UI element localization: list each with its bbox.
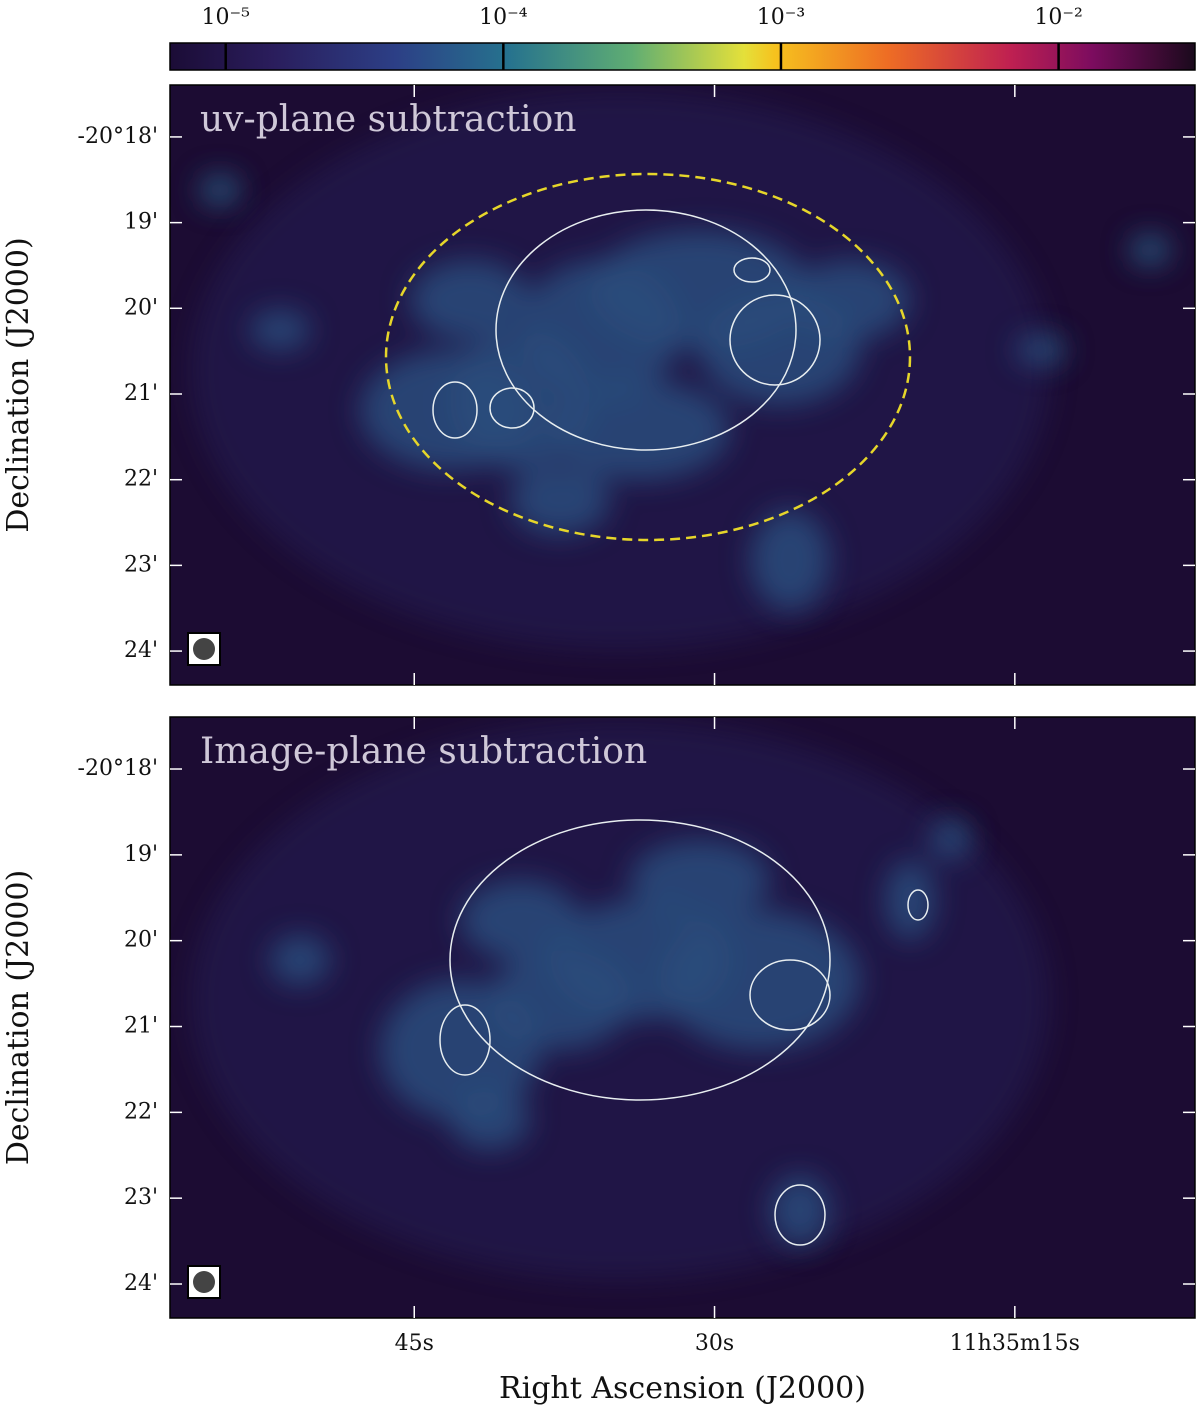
- y-tick-label: 20': [124, 928, 158, 953]
- colorbar-tick-label: 10⁻⁴: [479, 5, 528, 30]
- contour: [729, 294, 821, 386]
- y-axis-label: Declination (J2000): [1, 870, 36, 1165]
- beam: [193, 638, 215, 660]
- contour: [495, 209, 797, 451]
- contour: [439, 1004, 491, 1076]
- panel: Image-plane subtraction -20°18' 19' 20' 21' 2…: [1, 716, 1196, 1406]
- x-axis-label: Right Ascension (J2000): [499, 1371, 866, 1406]
- x-tick-label: 45s: [395, 1331, 434, 1356]
- panel-title: uv-plane subtraction: [200, 99, 577, 140]
- emission-blob: [200, 175, 240, 205]
- region-ellipse: [384, 172, 912, 542]
- colorbar: [169, 42, 1196, 71]
- contour: [432, 381, 478, 439]
- y-tick-label: 23': [124, 552, 158, 577]
- frame: [169, 716, 1196, 1319]
- emission: [190, 720, 1050, 1280]
- colorbar-tick-label: 10⁻⁵: [201, 5, 249, 30]
- contour: [774, 1184, 826, 1246]
- contour: [733, 257, 771, 283]
- colorbar-ticks: 10⁻⁵ 10⁻⁴ 10⁻³ 10⁻²: [201, 5, 1083, 70]
- x-tick-label: 30s: [695, 1331, 734, 1356]
- colorbar-tick-label: 10⁻²: [1034, 5, 1082, 30]
- y-tick-label: 24': [124, 638, 158, 663]
- emission-blob: [1130, 235, 1170, 265]
- y-axis-label: Declination (J2000): [1, 237, 36, 532]
- emission: [190, 90, 1170, 650]
- y-tick-label: 23': [124, 1185, 158, 1210]
- contour: [907, 889, 929, 921]
- y-tick-label: -20°18': [78, 756, 158, 781]
- y-tick-label: 19': [124, 210, 158, 235]
- panel-title: Image-plane subtraction: [200, 731, 647, 772]
- y-tick-label: 21': [124, 381, 158, 406]
- colorbar-tick-label: 10⁻³: [757, 5, 805, 30]
- y-tick-label: 19': [124, 842, 158, 867]
- frame: [169, 84, 1196, 686]
- y-tick-label: 24': [124, 1271, 158, 1296]
- y-tick-label: 21': [124, 1014, 158, 1039]
- contour: [489, 387, 535, 429]
- contour: [449, 819, 831, 1101]
- y-tick-label: 22': [124, 467, 158, 492]
- y-tick-label: -20°18': [78, 124, 158, 149]
- y-tick-label: 22': [124, 1099, 158, 1124]
- beam: [193, 1271, 215, 1293]
- x-tick-label: 11h35m15s: [950, 1331, 1080, 1356]
- diffuse-emission: [190, 720, 1050, 1280]
- contour: [749, 959, 831, 1031]
- panel: uv-plane subtraction -20°18' 19' 20' 21' 22' 2…: [1, 84, 1196, 686]
- y-tick-label: 20': [124, 295, 158, 320]
